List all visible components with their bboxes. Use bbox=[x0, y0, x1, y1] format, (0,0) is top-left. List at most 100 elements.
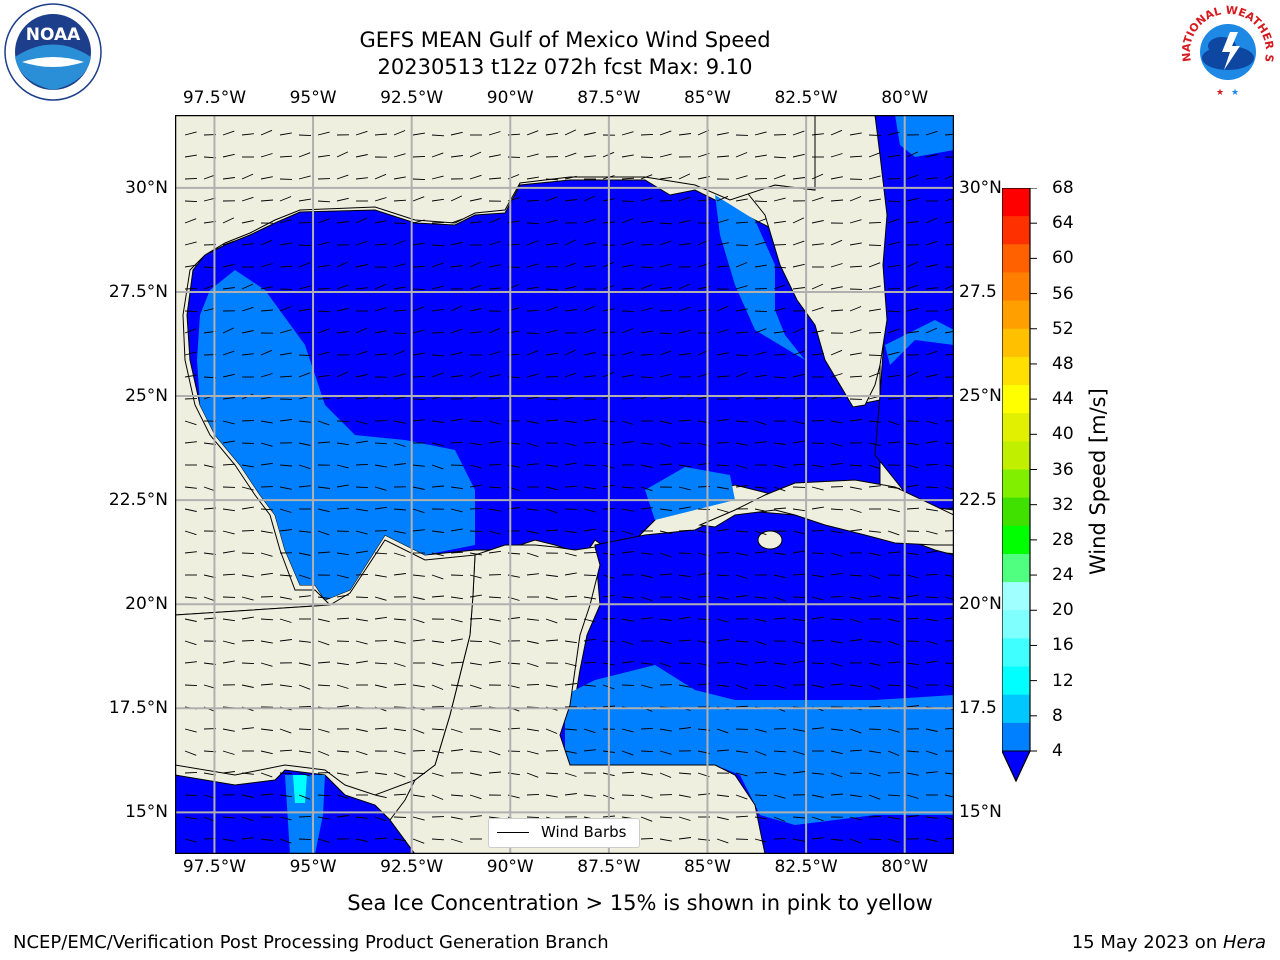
wind-barb bbox=[868, 285, 881, 290]
wind-barb bbox=[412, 306, 425, 312]
wind-barb bbox=[773, 507, 787, 510]
wind-barb bbox=[564, 349, 577, 356]
wind-barb bbox=[773, 816, 786, 822]
wind-barb bbox=[621, 508, 634, 512]
wind-barb bbox=[431, 244, 445, 247]
wind-barb bbox=[659, 153, 672, 158]
colorbar-tick-28: 28 bbox=[1052, 529, 1074, 550]
wind-barb bbox=[944, 816, 954, 821]
wind-barb bbox=[849, 838, 862, 844]
wind-barb bbox=[678, 639, 692, 642]
wind-barb bbox=[716, 794, 729, 797]
colorbar-band bbox=[1002, 328, 1030, 358]
wind-barb bbox=[488, 440, 501, 444]
wind-barb bbox=[222, 177, 235, 180]
wind-barb bbox=[336, 552, 349, 556]
wind-barb bbox=[279, 816, 292, 821]
wind-barb bbox=[659, 373, 672, 378]
wind-barb bbox=[735, 684, 748, 690]
wind-barb bbox=[583, 661, 597, 664]
wind-barb bbox=[222, 397, 235, 400]
wind-barb bbox=[925, 130, 938, 136]
wind-barb bbox=[735, 175, 748, 180]
wind-barb bbox=[906, 507, 920, 510]
wind-barb bbox=[868, 262, 881, 268]
wind-barb bbox=[735, 705, 749, 708]
wind-barb bbox=[260, 373, 273, 378]
wind-barb bbox=[374, 772, 387, 775]
wind-barb bbox=[355, 486, 369, 489]
wind-barb bbox=[868, 152, 881, 158]
wind-barb bbox=[222, 463, 236, 466]
wind-barb bbox=[868, 794, 881, 800]
wind-barb bbox=[678, 529, 692, 532]
wind-barb bbox=[754, 816, 767, 820]
wind-barb bbox=[678, 506, 691, 510]
wind-barb bbox=[906, 772, 919, 776]
wind-barb bbox=[830, 263, 843, 268]
wind-barb bbox=[336, 484, 349, 488]
colorbar-band bbox=[1002, 244, 1030, 273]
wind-barb bbox=[754, 177, 768, 180]
wind-barb bbox=[241, 596, 254, 601]
wind-barb bbox=[811, 772, 824, 775]
wind-barb bbox=[298, 134, 312, 137]
wind-barb bbox=[184, 838, 197, 843]
wind-barb bbox=[450, 155, 463, 158]
wind-barb bbox=[773, 307, 786, 312]
wind-barb bbox=[830, 373, 843, 378]
wind-barb bbox=[906, 284, 919, 290]
wind-barb bbox=[640, 197, 653, 202]
wind-barb bbox=[412, 596, 425, 600]
wind-barb bbox=[317, 264, 330, 268]
wind-barb bbox=[792, 640, 805, 645]
wind-barb bbox=[621, 397, 635, 400]
wind-barb bbox=[583, 155, 596, 158]
wind-barb bbox=[944, 243, 954, 246]
wind-barb bbox=[431, 750, 444, 754]
colorbar-tick-44: 44 bbox=[1052, 389, 1074, 410]
wind-barb bbox=[716, 574, 730, 577]
wind-barb bbox=[526, 373, 539, 378]
wind-barb bbox=[488, 287, 502, 290]
wind-barb bbox=[431, 354, 445, 357]
wind-barb bbox=[659, 240, 672, 246]
wind-barb bbox=[431, 772, 444, 777]
wind-barb bbox=[735, 772, 748, 777]
wind-barb bbox=[621, 618, 634, 622]
wind-barb bbox=[393, 263, 406, 268]
wind-barb bbox=[792, 838, 805, 842]
wind-barb bbox=[488, 217, 501, 224]
wind-barb bbox=[621, 441, 634, 444]
gulf-moderate-wind-east bbox=[715, 195, 805, 360]
wind-barb bbox=[811, 283, 824, 290]
wind-barb bbox=[773, 442, 786, 445]
wind-barb bbox=[944, 330, 954, 334]
wind-barb bbox=[374, 727, 388, 730]
wind-barb bbox=[184, 397, 198, 400]
wind-barb bbox=[260, 396, 273, 400]
wind-barb bbox=[298, 838, 312, 841]
wind-barb bbox=[469, 530, 483, 533]
svg-text:★: ★ bbox=[1216, 88, 1224, 98]
wind-barb bbox=[469, 640, 483, 643]
wind-barb bbox=[545, 352, 558, 356]
wind-barb bbox=[868, 485, 881, 488]
wind-barb bbox=[355, 596, 369, 599]
wind-barb bbox=[222, 640, 235, 645]
lat-label-left-1: 27.5°N bbox=[108, 281, 168, 302]
wind-barb bbox=[678, 419, 692, 422]
wind-barb bbox=[906, 794, 919, 799]
wind-barb bbox=[545, 132, 558, 136]
wind-barb bbox=[754, 241, 767, 246]
wind-barb bbox=[925, 573, 939, 576]
wind-barb bbox=[184, 794, 198, 797]
colorbar-band bbox=[1002, 356, 1030, 386]
wind-barb bbox=[830, 442, 843, 447]
wind-barb bbox=[735, 308, 748, 312]
wind-barb bbox=[317, 728, 330, 733]
wind-barb bbox=[678, 283, 691, 290]
wind-barb bbox=[336, 442, 349, 446]
wind-barb bbox=[260, 442, 273, 447]
wind-barb bbox=[279, 486, 292, 490]
